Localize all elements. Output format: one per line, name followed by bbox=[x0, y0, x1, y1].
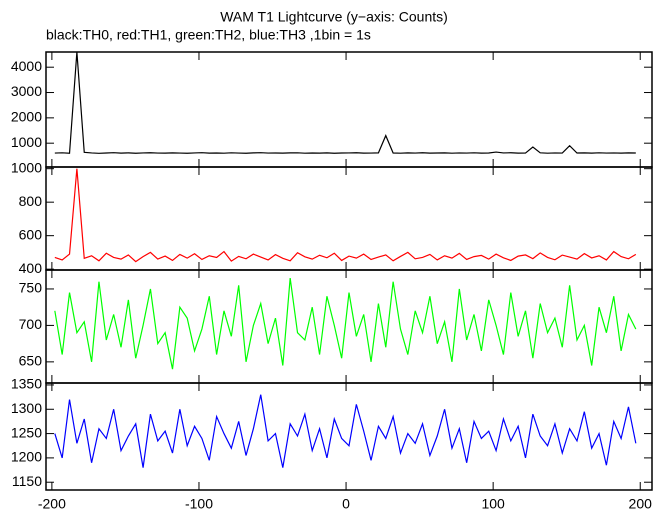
y-tick-label: 1250 bbox=[11, 424, 42, 440]
y-tick-label: 600 bbox=[19, 226, 43, 242]
x-tick-label: 100 bbox=[481, 496, 505, 512]
panel-frame bbox=[45, 51, 653, 168]
chart-subtitle: black:TH0, red:TH1, green:TH2, blue:TH3 … bbox=[46, 27, 371, 43]
x-tick-label: 200 bbox=[629, 496, 653, 512]
x-tick-label: 0 bbox=[342, 496, 350, 512]
series-line bbox=[54, 52, 636, 154]
x-tick-label: -200 bbox=[38, 496, 66, 512]
panel-frame bbox=[45, 166, 653, 271]
y-tick-label: 4000 bbox=[11, 58, 42, 74]
series-line bbox=[54, 277, 637, 370]
series-line bbox=[54, 394, 637, 468]
y-tick-label: 1300 bbox=[11, 400, 42, 416]
panel-frame bbox=[45, 269, 653, 384]
y-tick-label: 1000 bbox=[11, 159, 42, 175]
panel-frame bbox=[45, 382, 653, 491]
y-tick-label: 2000 bbox=[11, 109, 42, 125]
series-line bbox=[54, 168, 637, 263]
y-tick-label: 1200 bbox=[11, 449, 42, 465]
y-tick-label: 400 bbox=[19, 260, 43, 276]
y-tick-label: 800 bbox=[19, 193, 43, 209]
y-tick-label: 700 bbox=[19, 316, 43, 332]
y-tick-label: 1150 bbox=[12, 473, 42, 489]
y-tick-label: 1000 bbox=[11, 134, 42, 150]
chart-title: WAM T1 Lightcurve (y−axis: Counts) bbox=[220, 9, 448, 25]
y-tick-label: 3000 bbox=[11, 83, 42, 99]
y-tick-label: 750 bbox=[19, 280, 43, 296]
y-tick-label: 1350 bbox=[11, 376, 42, 392]
x-tick-label: -100 bbox=[185, 496, 213, 512]
y-tick-label: 650 bbox=[19, 353, 43, 369]
